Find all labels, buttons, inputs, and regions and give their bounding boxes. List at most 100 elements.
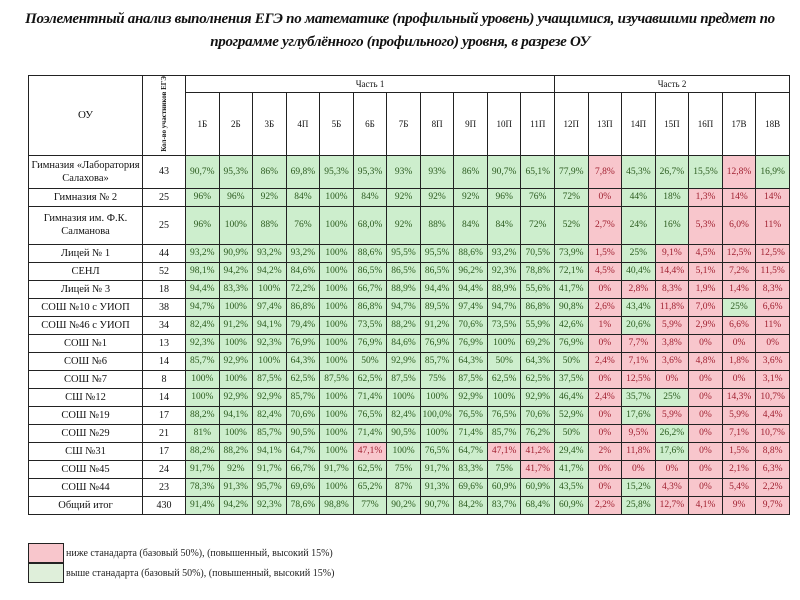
- part2-header: Часть 2: [554, 75, 790, 93]
- value-cell: 96%: [185, 187, 220, 207]
- table-row: СОШ №6 14 85,7% 92,9% 100% 64,3% 100% 50% 92,9% 8…: [28, 351, 790, 371]
- value-cell: 94,1%: [218, 405, 254, 425]
- value-cell: 94,7%: [185, 297, 220, 317]
- value-cell: 78,3%: [185, 477, 220, 497]
- value-cell: 69,2%: [520, 333, 556, 353]
- value-cell: 90,9%: [218, 243, 254, 263]
- value-cell: 24%: [621, 205, 656, 245]
- value-cell: 100%: [319, 205, 354, 245]
- value-cell: 88,2%: [386, 315, 421, 335]
- value-cell: 43,4%: [621, 297, 656, 317]
- value-cell: 10,7%: [755, 423, 790, 443]
- participant-count: 25: [142, 187, 186, 207]
- value-cell: 88%: [419, 205, 455, 245]
- value-cell: 84,6%: [285, 261, 321, 281]
- value-cell: 4,8%: [688, 351, 723, 371]
- ou-name: СОШ №45: [28, 459, 143, 479]
- column-header: 13П: [587, 91, 623, 156]
- participant-count: 17: [142, 405, 186, 425]
- value-cell: 77,9%: [554, 154, 589, 189]
- table-row: СОШ №10 с УИОП 38 94,7% 100% 97,4% 86,8% 100% 8…: [28, 297, 790, 317]
- value-cell: 0%: [654, 369, 690, 389]
- value-cell: 100%: [185, 369, 220, 389]
- value-cell: 3,1%: [755, 369, 790, 389]
- value-cell: 76,5%: [453, 405, 488, 425]
- ou-name: СЕНЛ: [28, 261, 143, 281]
- value-cell: 87%: [386, 477, 421, 497]
- value-cell: 4,1%: [688, 495, 723, 515]
- value-cell: 94,4%: [185, 279, 220, 299]
- value-cell: 76,5%: [419, 441, 455, 461]
- value-cell: 1,5%: [721, 441, 757, 461]
- value-cell: 47,1%: [486, 441, 522, 461]
- value-cell: 76%: [520, 187, 556, 207]
- value-cell: 79,4%: [285, 315, 321, 335]
- value-cell: 5,9%: [654, 405, 690, 425]
- ou-name: СОШ №6: [28, 351, 143, 371]
- value-cell: 100%: [419, 387, 455, 407]
- column-header: 18В: [755, 91, 790, 156]
- value-cell: 0%: [587, 405, 623, 425]
- value-cell: 72%: [520, 205, 556, 245]
- value-cell: 4,4%: [755, 405, 790, 425]
- value-cell: 91,7%: [419, 459, 455, 479]
- value-cell: 100,0%: [419, 405, 455, 425]
- value-cell: 7,7%: [621, 333, 656, 353]
- value-cell: 0%: [688, 333, 723, 353]
- value-cell: 9,5%: [621, 423, 656, 443]
- value-cell: 76,9%: [419, 333, 455, 353]
- value-cell: 92,9%: [520, 387, 556, 407]
- value-cell: 97,4%: [453, 297, 488, 317]
- value-cell: 2,1%: [721, 459, 757, 479]
- value-cell: 43,5%: [554, 477, 589, 497]
- value-cell: 20,6%: [621, 315, 656, 335]
- value-cell: 91,3%: [218, 477, 254, 497]
- value-cell: 1,8%: [721, 351, 757, 371]
- table-row: СЕНЛ 52 98,1% 94,2% 94,2% 84,6% 100% 86,5% 86,5%…: [28, 261, 790, 281]
- value-cell: 50%: [554, 351, 589, 371]
- value-cell: 4,5%: [587, 261, 623, 281]
- value-cell: 62,5%: [486, 369, 522, 389]
- value-cell: 6,3%: [755, 459, 790, 479]
- value-cell: 82,4%: [185, 315, 220, 335]
- value-cell: 17,6%: [654, 441, 690, 461]
- part-header-row: ОУ Кол-во участников ЕГЭ Часть 1 Часть 2: [28, 75, 790, 156]
- value-cell: 14,3%: [721, 387, 757, 407]
- value-cell: 29,4%: [554, 441, 589, 461]
- value-cell: 4,3%: [654, 477, 690, 497]
- value-cell: 78,6%: [285, 495, 321, 515]
- ou-name: Лицей № 1: [28, 243, 143, 263]
- value-cell: 100%: [218, 205, 254, 245]
- value-cell: 71,4%: [352, 423, 388, 443]
- value-cell: 100%: [319, 243, 354, 263]
- value-cell: 0%: [587, 477, 623, 497]
- value-cell: 75%: [486, 459, 522, 479]
- value-cell: 72,1%: [554, 261, 589, 281]
- value-cell: 50%: [352, 351, 388, 371]
- ou-name: СОШ №19: [28, 405, 143, 425]
- column-header: 11П: [520, 91, 556, 156]
- value-cell: 1,5%: [587, 243, 623, 263]
- value-cell: 92,9%: [453, 387, 488, 407]
- value-cell: 12,5%: [721, 243, 757, 263]
- value-cell: 0%: [755, 333, 790, 353]
- participant-count: 52: [142, 261, 186, 281]
- value-cell: 96%: [486, 187, 522, 207]
- value-cell: 26,2%: [654, 423, 690, 443]
- value-cell: 65,1%: [520, 154, 556, 189]
- value-cell: 95,5%: [386, 243, 421, 263]
- participant-count: 18: [142, 279, 186, 299]
- ou-name: Гимназия № 2: [28, 187, 143, 207]
- value-cell: 14,4%: [654, 261, 690, 281]
- participant-count: 38: [142, 297, 186, 317]
- value-cell: 100%: [319, 477, 354, 497]
- value-cell: 91,2%: [419, 315, 455, 335]
- value-cell: 15,2%: [621, 477, 656, 497]
- value-cell: 66,7%: [285, 459, 321, 479]
- value-cell: 5,1%: [688, 261, 723, 281]
- value-cell: 94,7%: [486, 297, 522, 317]
- value-cell: 100%: [252, 279, 287, 299]
- value-cell: 66,7%: [352, 279, 388, 299]
- value-cell: 11,8%: [654, 297, 690, 317]
- value-cell: 76,9%: [554, 333, 589, 353]
